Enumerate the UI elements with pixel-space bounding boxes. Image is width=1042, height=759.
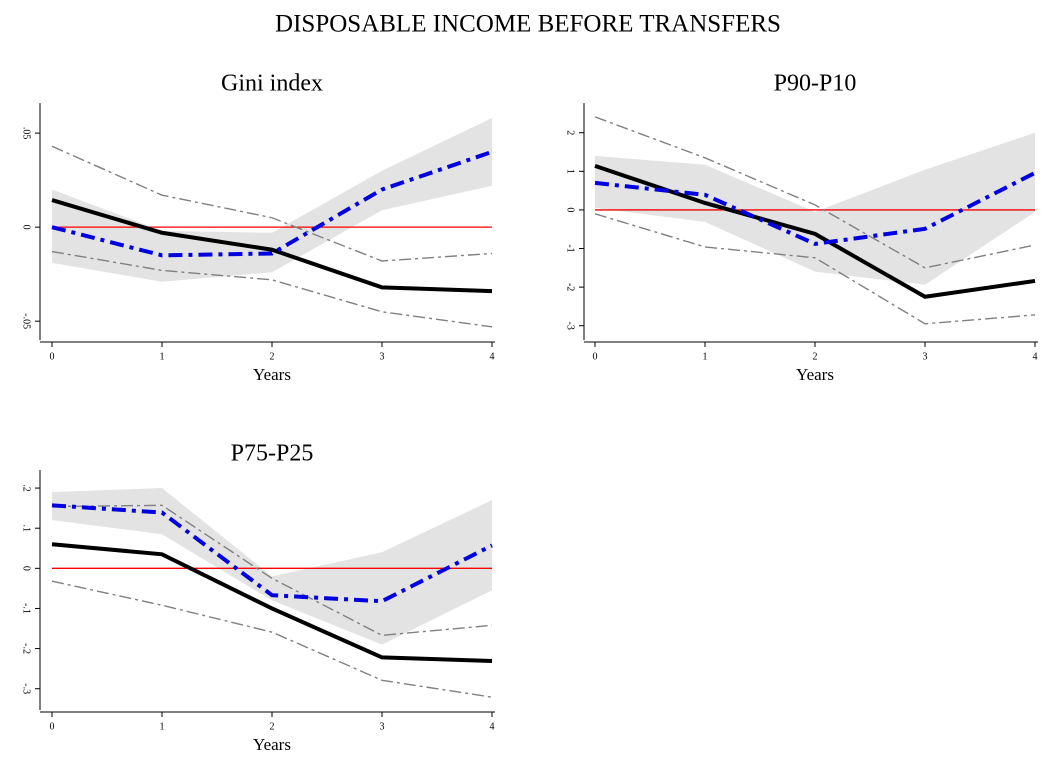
x-tick-label: 0 (593, 351, 598, 362)
series-line (51, 504, 493, 637)
x-tick-label: 3 (380, 351, 385, 362)
series-line (51, 542, 493, 664)
y-tick-label: 2 (565, 130, 576, 135)
y-tick-label: -1 (565, 244, 576, 252)
x-tick-label: 2 (270, 721, 275, 732)
x-tick-label: 0 (50, 351, 55, 362)
y-tick-label: .1 (21, 524, 32, 532)
series-line (594, 116, 1036, 269)
x-tick-label: 2 (270, 351, 275, 362)
series-line (51, 580, 493, 698)
series-line (594, 213, 1036, 325)
x-tick-label: 3 (380, 721, 385, 732)
x-axis-label: Years (253, 735, 291, 754)
series-line (51, 150, 493, 258)
x-axis-label: Years (253, 365, 291, 384)
x-tick-label: 3 (923, 351, 928, 362)
series-line (51, 503, 493, 604)
chart-title: DISPOSABLE INCOME BEFORE TRANSFERS (275, 11, 781, 38)
y-tick-label: .05 (21, 127, 32, 140)
panel-title: P90-P10 (774, 71, 857, 97)
x-axis-label: Years (796, 365, 834, 384)
y-tick-label: 0 (21, 566, 32, 571)
y-tick-label: -.2 (21, 643, 32, 654)
x-tick-label: 2 (813, 351, 818, 362)
y-tick-label: -.05 (21, 313, 32, 329)
x-tick-label: 1 (160, 351, 165, 362)
confidence-band (52, 488, 492, 645)
x-tick-label: 4 (490, 351, 495, 362)
y-tick-label: 0 (21, 225, 32, 230)
panel-title: P75-P25 (231, 441, 314, 467)
y-tick-label: -3 (565, 322, 576, 330)
confidence-band (595, 132, 1035, 285)
series-line (51, 250, 493, 328)
series-line (594, 171, 1036, 246)
y-tick-label: -2 (565, 283, 576, 291)
y-tick-label: -.3 (21, 683, 32, 694)
y-tick-label: -.1 (21, 603, 32, 614)
confidence-band (52, 118, 492, 282)
x-tick-label: 1 (703, 351, 708, 362)
series-line (51, 198, 493, 294)
y-tick-label: 1 (565, 169, 576, 174)
panel-title: Gini index (221, 71, 323, 97)
y-tick-label: .2 (21, 484, 32, 492)
x-tick-label: 4 (1033, 351, 1038, 362)
x-tick-label: 4 (490, 721, 495, 732)
y-tick-label: 0 (565, 207, 576, 212)
x-tick-label: 1 (160, 721, 165, 732)
x-tick-label: 0 (50, 721, 55, 732)
series-line (51, 145, 493, 262)
